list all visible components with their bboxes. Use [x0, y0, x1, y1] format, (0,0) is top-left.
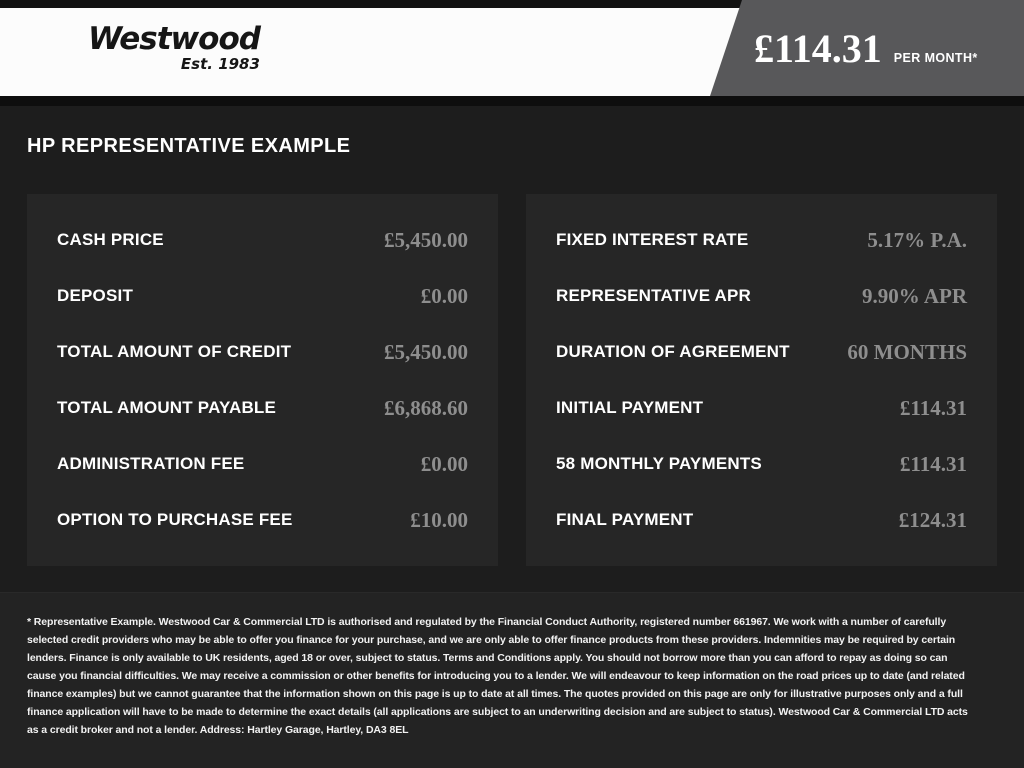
finance-label: FIXED INTEREST RATE: [556, 230, 749, 249]
finance-value: £114.31: [899, 451, 967, 476]
finance-label: TOTAL AMOUNT OF CREDIT: [57, 342, 292, 361]
site-header: Westwood Est. 1983 £114.31 PER MONTH*: [0, 0, 1024, 96]
monthly-price-flag: £114.31 PER MONTH*: [710, 0, 1024, 96]
finance-row-duration: DURATION OF AGREEMENT 60 MONTHS: [556, 324, 967, 380]
finance-label: TOTAL AMOUNT PAYABLE: [57, 398, 277, 417]
finance-row-admin-fee: ADMINISTRATION FEE £0.00: [57, 436, 468, 492]
finance-row-total-credit: TOTAL AMOUNT OF CREDIT £5,450.00: [57, 324, 468, 380]
finance-label: DURATION OF AGREEMENT: [556, 342, 790, 361]
finance-label: FINAL PAYMENT: [556, 510, 694, 529]
header-divider-bar: [0, 96, 1024, 106]
finance-value: £6,868.60: [384, 395, 468, 420]
finance-value: £5,450.00: [384, 339, 468, 364]
monthly-price-amount: £114.31: [754, 25, 882, 71]
finance-row-representative-apr: REPRESENTATIVE APR 9.90% APR: [556, 268, 967, 324]
dealer-logo-name: Westwood: [88, 21, 261, 57]
finance-label: INITIAL PAYMENT: [556, 398, 704, 417]
dealer-logo: Westwood Est. 1983: [88, 21, 261, 73]
finance-value: £124.31: [898, 507, 967, 532]
finance-row-deposit: DEPOSIT £0.00: [57, 268, 468, 324]
finance-value: £0.00: [420, 451, 468, 476]
finance-value: 5.17% P.A.: [867, 227, 967, 252]
disclaimer-section: * Representative Example. Westwood Car &…: [0, 592, 1024, 768]
finance-row-initial-payment: INITIAL PAYMENT £114.31: [556, 380, 967, 436]
finance-label: ADMINISTRATION FEE: [57, 454, 245, 473]
page-title: HP REPRESENTATIVE EXAMPLE: [27, 135, 351, 157]
monthly-price: £114.31 PER MONTH*: [754, 25, 978, 72]
finance-value: £10.00: [410, 507, 468, 532]
finance-example-section: HP REPRESENTATIVE EXAMPLE CASH PRICE £5,…: [0, 106, 1024, 592]
finance-row-total-payable: TOTAL AMOUNT PAYABLE £6,868.60: [57, 380, 468, 436]
finance-panel-right: FIXED INTEREST RATE 5.17% P.A. REPRESENT…: [526, 194, 997, 566]
finance-label: REPRESENTATIVE APR: [556, 286, 752, 305]
finance-value: £5,450.00: [384, 227, 468, 252]
finance-row-cash-price: CASH PRICE £5,450.00: [57, 212, 468, 268]
finance-value: £114.31: [899, 395, 967, 420]
finance-label: 58 MONTHLY PAYMENTS: [556, 454, 762, 473]
finance-row-fixed-interest-rate: FIXED INTEREST RATE 5.17% P.A.: [556, 212, 967, 268]
finance-label: DEPOSIT: [57, 286, 134, 305]
dealer-logo-tagline: Est. 1983: [180, 55, 260, 73]
top-strip: [0, 0, 1024, 8]
finance-label: CASH PRICE: [57, 230, 164, 249]
finance-label: OPTION TO PURCHASE FEE: [57, 510, 293, 529]
finance-panels: CASH PRICE £5,450.00 DEPOSIT £0.00 TOTAL…: [27, 194, 997, 566]
finance-value: £0.00: [420, 283, 468, 308]
finance-value: 60 MONTHS: [847, 339, 967, 364]
disclaimer-text: * Representative Example. Westwood Car &…: [27, 616, 968, 736]
finance-row-option-to-purchase-fee: OPTION TO PURCHASE FEE £10.00: [57, 492, 468, 548]
finance-row-monthly-payments: 58 MONTHLY PAYMENTS £114.31: [556, 436, 967, 492]
monthly-price-period: PER MONTH*: [893, 50, 978, 65]
finance-row-final-payment: FINAL PAYMENT £124.31: [556, 492, 967, 548]
finance-panel-left: CASH PRICE £5,450.00 DEPOSIT £0.00 TOTAL…: [27, 194, 498, 566]
finance-value: 9.90% APR: [862, 283, 967, 308]
